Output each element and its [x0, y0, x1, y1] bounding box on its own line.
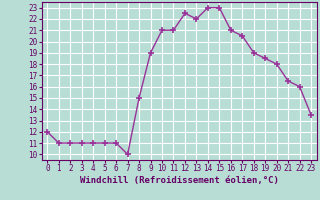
X-axis label: Windchill (Refroidissement éolien,°C): Windchill (Refroidissement éolien,°C) [80, 176, 279, 185]
